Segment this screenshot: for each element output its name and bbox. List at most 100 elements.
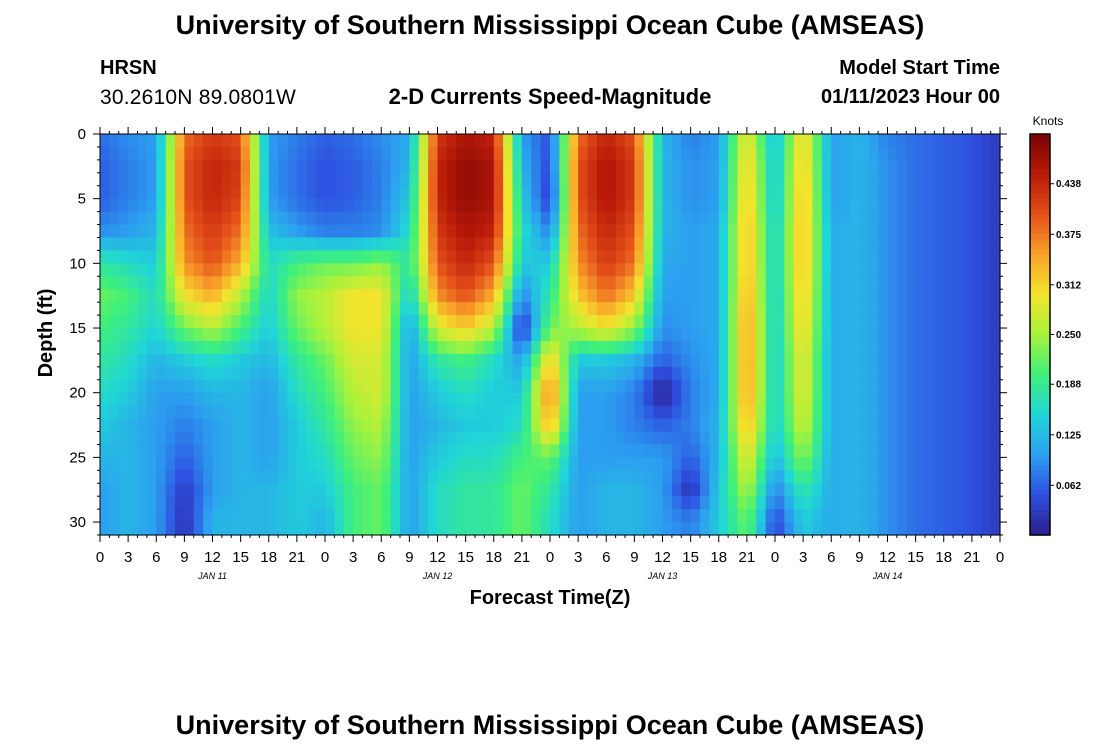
heatmap-cell [850,224,860,239]
heatmap-cell [746,276,757,290]
heatmap-cell [662,522,673,536]
heatmap-cell [906,263,917,277]
heatmap-cell [578,483,589,497]
heatmap-cell [493,276,504,290]
heatmap-cell [793,134,804,148]
heatmap-cell [362,302,373,316]
heatmap-cell [240,185,251,200]
heatmap-cell [793,392,804,407]
heatmap-cell [146,328,157,342]
heatmap-cell [428,250,439,264]
heatmap-cell [578,185,589,200]
heatmap-cell [250,496,260,510]
heatmap-cell [587,237,598,252]
heatmap-cell [746,353,757,368]
heatmap-cell [775,483,785,497]
heatmap-cell [906,509,917,523]
heatmap-cell [775,224,785,239]
heatmap-cell [550,224,560,239]
heatmap-cell [915,470,926,484]
heatmap-cell [990,392,1001,407]
heatmap-cell [990,340,1001,355]
heatmap-cell [325,418,335,433]
heatmap-cell [718,250,729,264]
heatmap-cell [671,224,682,239]
heatmap-cell [465,522,476,536]
heatmap-cell [690,250,701,264]
heatmap-cell [156,418,167,433]
heatmap-cell [653,405,664,420]
heatmap-cell [690,353,701,368]
heatmap-cell [118,366,129,381]
heatmap-cell [287,522,298,536]
heatmap-cell [831,172,842,187]
heatmap-cell [428,289,439,303]
heatmap-cell [334,444,345,458]
heatmap-cell [831,263,842,277]
heatmap-cell [268,379,279,394]
heatmap-cell [671,483,682,497]
heatmap-cell [296,457,307,471]
heatmap-cell [606,172,617,187]
heatmap-cell [962,146,973,161]
heatmap-cell [793,379,804,394]
heatmap-cell [465,328,476,342]
heatmap-cell [231,302,242,316]
heatmap-cell [746,185,757,200]
heatmap-cell [925,289,935,303]
heatmap-cell [578,392,589,407]
heatmap-cell [962,276,973,290]
heatmap-cell [925,224,935,239]
heatmap-cell [850,289,860,303]
heatmap-cell [953,224,964,239]
heatmap-cell [193,263,204,277]
heatmap-cell [315,134,326,148]
heatmap-cell [400,211,410,226]
heatmap-cell [934,405,945,420]
heatmap-cell [934,353,945,368]
heatmap-cell [990,302,1001,316]
heatmap-cell [212,315,223,329]
heatmap-cell [409,224,420,239]
heatmap-cell [540,509,551,523]
heatmap-cell [718,457,729,471]
heatmap-cell [343,457,354,471]
colorbar-segment [1030,474,1050,481]
heatmap-cell [287,444,298,458]
heatmap-cell [878,496,889,510]
heatmap-cell [812,159,823,174]
heatmap-cell [137,483,148,497]
heatmap-cell [325,509,335,523]
heatmap-cell [671,328,682,342]
heatmap-cell [503,159,514,174]
heatmap-cell [868,302,879,316]
heatmap-cell [418,444,429,458]
heatmap-cell [728,250,739,264]
heatmap-cell [418,237,429,252]
heatmap-cell [596,211,607,226]
heatmap-cell [118,146,129,161]
heatmap-cell [831,483,842,497]
heatmap-cell [634,340,645,355]
heatmap-cell [990,172,1001,187]
heatmap-cell [540,405,551,420]
heatmap-cell [793,289,804,303]
heatmap-cell [625,211,635,226]
heatmap-cell [512,353,523,368]
heatmap-cell [137,263,148,277]
heatmap-cell [428,302,439,316]
colorbar-segment [1030,344,1050,351]
heatmap-cell [540,522,551,536]
heatmap-cell [578,522,589,536]
heatmap-cell [568,250,579,264]
heatmap-cell [268,276,279,290]
heatmap-cell [381,431,392,446]
heatmap-cell [756,392,767,407]
heatmap-cell [428,276,439,290]
heatmap-cell [231,366,242,381]
heatmap-cell [465,237,476,252]
heatmap-cell [437,405,448,420]
heatmap-cell [596,444,607,458]
heatmap-cell [578,134,589,148]
heatmap-cell [325,522,335,536]
